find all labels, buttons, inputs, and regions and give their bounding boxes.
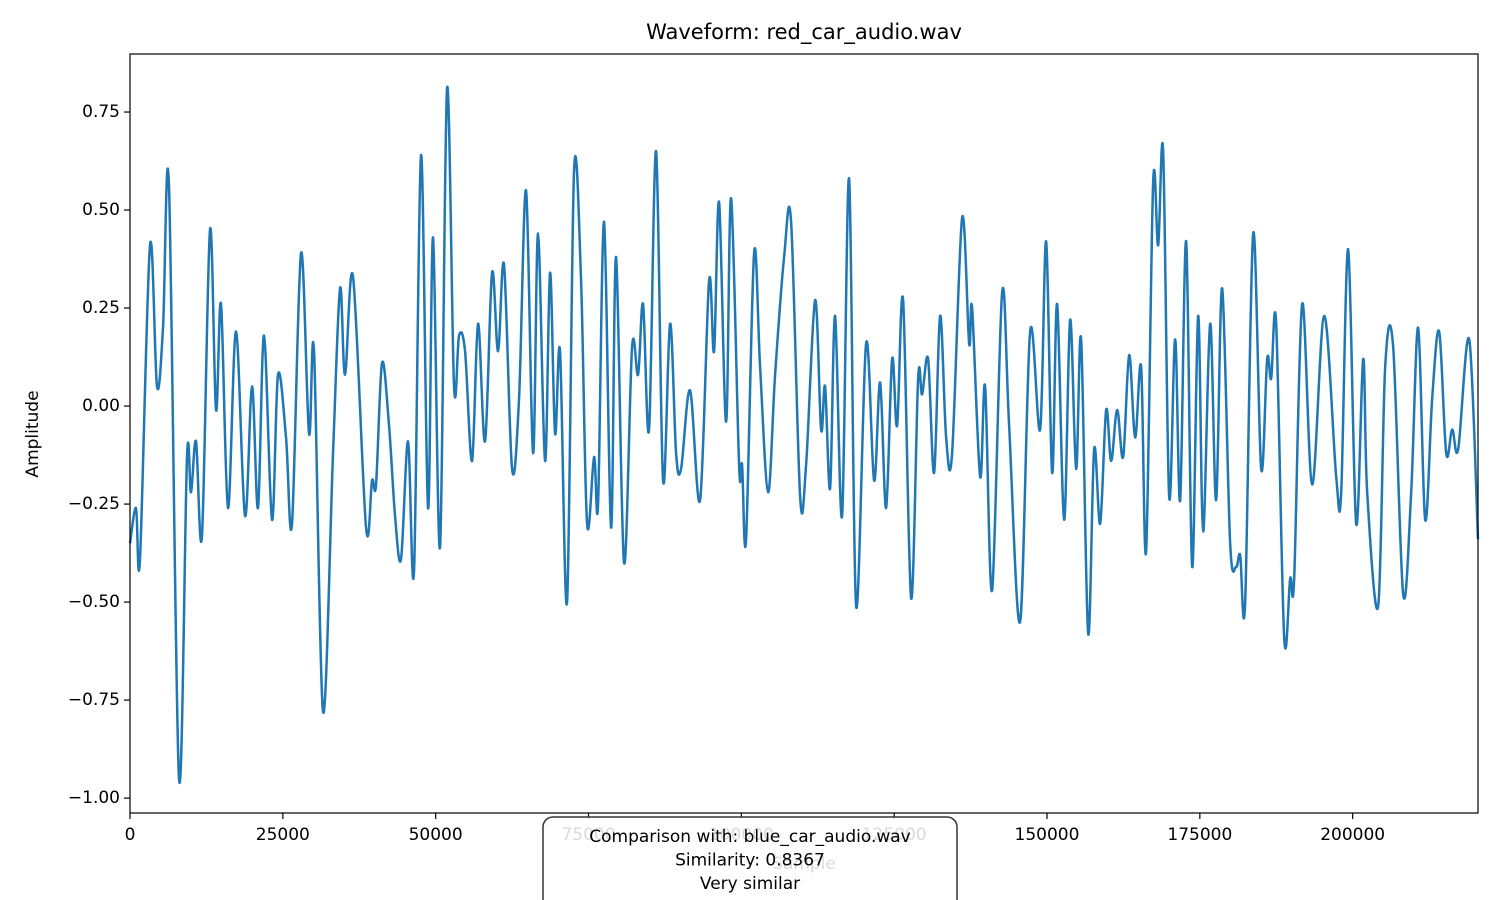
x-tick-label: 200000 — [1320, 825, 1385, 845]
chart-title: Waveform: red_car_audio.wav — [646, 20, 962, 45]
annotation-text: Very similar — [700, 874, 800, 894]
y-tick-label: −0.75 — [68, 690, 120, 710]
y-tick-label: −1.00 — [68, 788, 120, 808]
annotation-text: Similarity: 0.8367 — [675, 851, 825, 871]
waveform-line — [128, 85, 1480, 784]
x-tick-label: 0 — [125, 825, 136, 845]
x-tick-label: 150000 — [1015, 825, 1080, 845]
y-tick-label: 0.25 — [82, 298, 120, 318]
x-tick-label: 25000 — [256, 825, 310, 845]
y-tick-label: 0.00 — [82, 396, 120, 416]
plot-frame — [129, 53, 1479, 814]
y-tick-label: 0.75 — [82, 102, 120, 122]
x-tick-label: 50000 — [409, 825, 463, 845]
y-tick-label: 0.50 — [82, 200, 120, 220]
annotation-box — [542, 816, 958, 900]
annotation-text: Comparison with: blue_car_audio.wav — [589, 827, 910, 847]
y-axis-label: Amplitude — [23, 390, 43, 477]
x-tick-label: 175000 — [1167, 825, 1232, 845]
y-tick-label: −0.25 — [68, 494, 120, 514]
y-tick-label: −0.50 — [68, 592, 120, 612]
